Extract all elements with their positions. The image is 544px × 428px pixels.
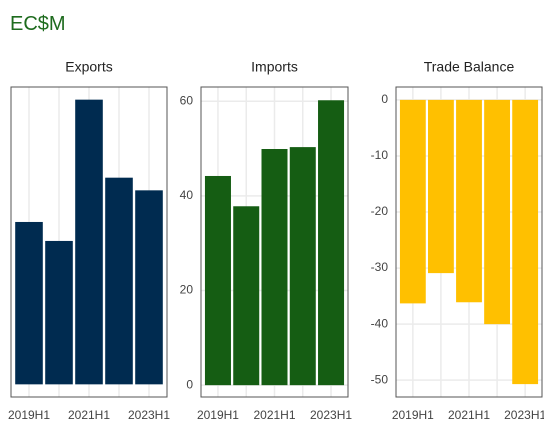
bar [512,99,539,385]
y-tick-label: -50 [371,372,389,386]
x-tick-label: 2023H1 [310,408,352,422]
x-tick-label: 2023H1 [504,408,544,422]
y-tick-label: -10 [371,148,389,162]
x-tick-label: 2019H1 [392,408,434,422]
bar [45,240,73,385]
y-tick-label: 40 [180,188,194,202]
panel-title: Trade Balance [424,59,515,75]
bar [399,99,426,304]
bar [318,100,345,386]
y-tick-label: 60 [180,93,194,107]
panel-title: Imports [251,59,298,75]
bar [428,99,454,274]
bar [261,149,288,386]
bar [289,147,316,386]
panel-border [200,86,349,398]
y-tick-label: -20 [371,204,389,218]
bar [233,206,260,386]
y-tick-label: 0 [186,377,193,391]
bar [105,177,133,385]
x-tick-label: 2019H1 [8,408,50,422]
y-tick-label: -40 [371,316,389,330]
x-tick-label: 2021H1 [253,408,295,422]
bar [456,99,482,303]
bar [135,190,163,385]
y-tick-label: -30 [371,260,389,274]
y-tick-label: 0 [381,92,388,106]
panel-border [10,86,168,398]
bar [75,99,103,385]
x-tick-label: 2023H1 [128,408,170,422]
y-tick-label: 20 [180,283,194,297]
x-tick-label: 2021H1 [68,408,110,422]
bar [15,221,43,385]
panel-title: Exports [65,59,112,75]
x-tick-label: 2019H1 [197,408,239,422]
bar [204,175,231,386]
chart-title: EC$M [10,13,66,35]
bar [484,99,510,325]
panel-border [395,86,543,398]
x-tick-label: 2021H1 [448,408,490,422]
